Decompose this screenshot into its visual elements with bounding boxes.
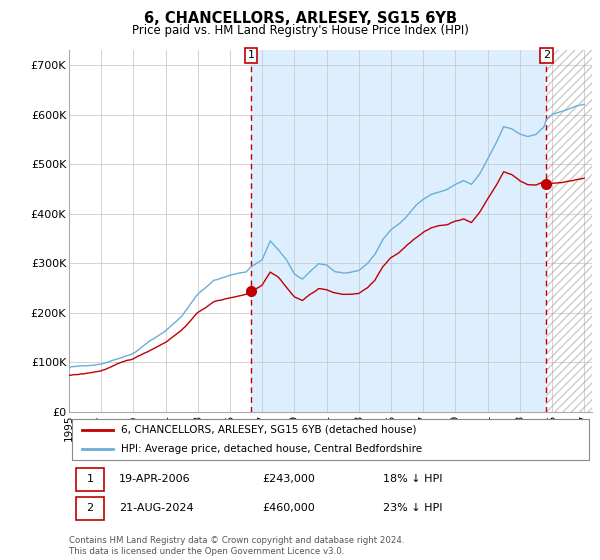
Text: 6, CHANCELLORS, ARLESEY, SG15 6YB (detached house): 6, CHANCELLORS, ARLESEY, SG15 6YB (detac…: [121, 424, 417, 435]
Text: Price paid vs. HM Land Registry's House Price Index (HPI): Price paid vs. HM Land Registry's House …: [131, 24, 469, 36]
Text: 18% ↓ HPI: 18% ↓ HPI: [383, 474, 442, 484]
Text: 6, CHANCELLORS, ARLESEY, SG15 6YB: 6, CHANCELLORS, ARLESEY, SG15 6YB: [143, 11, 457, 26]
FancyBboxPatch shape: [76, 468, 104, 491]
Text: 23% ↓ HPI: 23% ↓ HPI: [383, 503, 442, 514]
Text: £460,000: £460,000: [263, 503, 316, 514]
Text: HPI: Average price, detached house, Central Bedfordshire: HPI: Average price, detached house, Cent…: [121, 445, 422, 455]
FancyBboxPatch shape: [71, 419, 589, 460]
Text: 1: 1: [86, 474, 94, 484]
Text: 2: 2: [543, 50, 550, 60]
Text: 21-AUG-2024: 21-AUG-2024: [119, 503, 193, 514]
Text: 1: 1: [247, 50, 254, 60]
Text: Contains HM Land Registry data © Crown copyright and database right 2024.
This d: Contains HM Land Registry data © Crown c…: [69, 536, 404, 556]
FancyBboxPatch shape: [76, 497, 104, 520]
Text: 19-APR-2006: 19-APR-2006: [119, 474, 190, 484]
Text: £243,000: £243,000: [263, 474, 316, 484]
Text: 2: 2: [86, 503, 94, 514]
